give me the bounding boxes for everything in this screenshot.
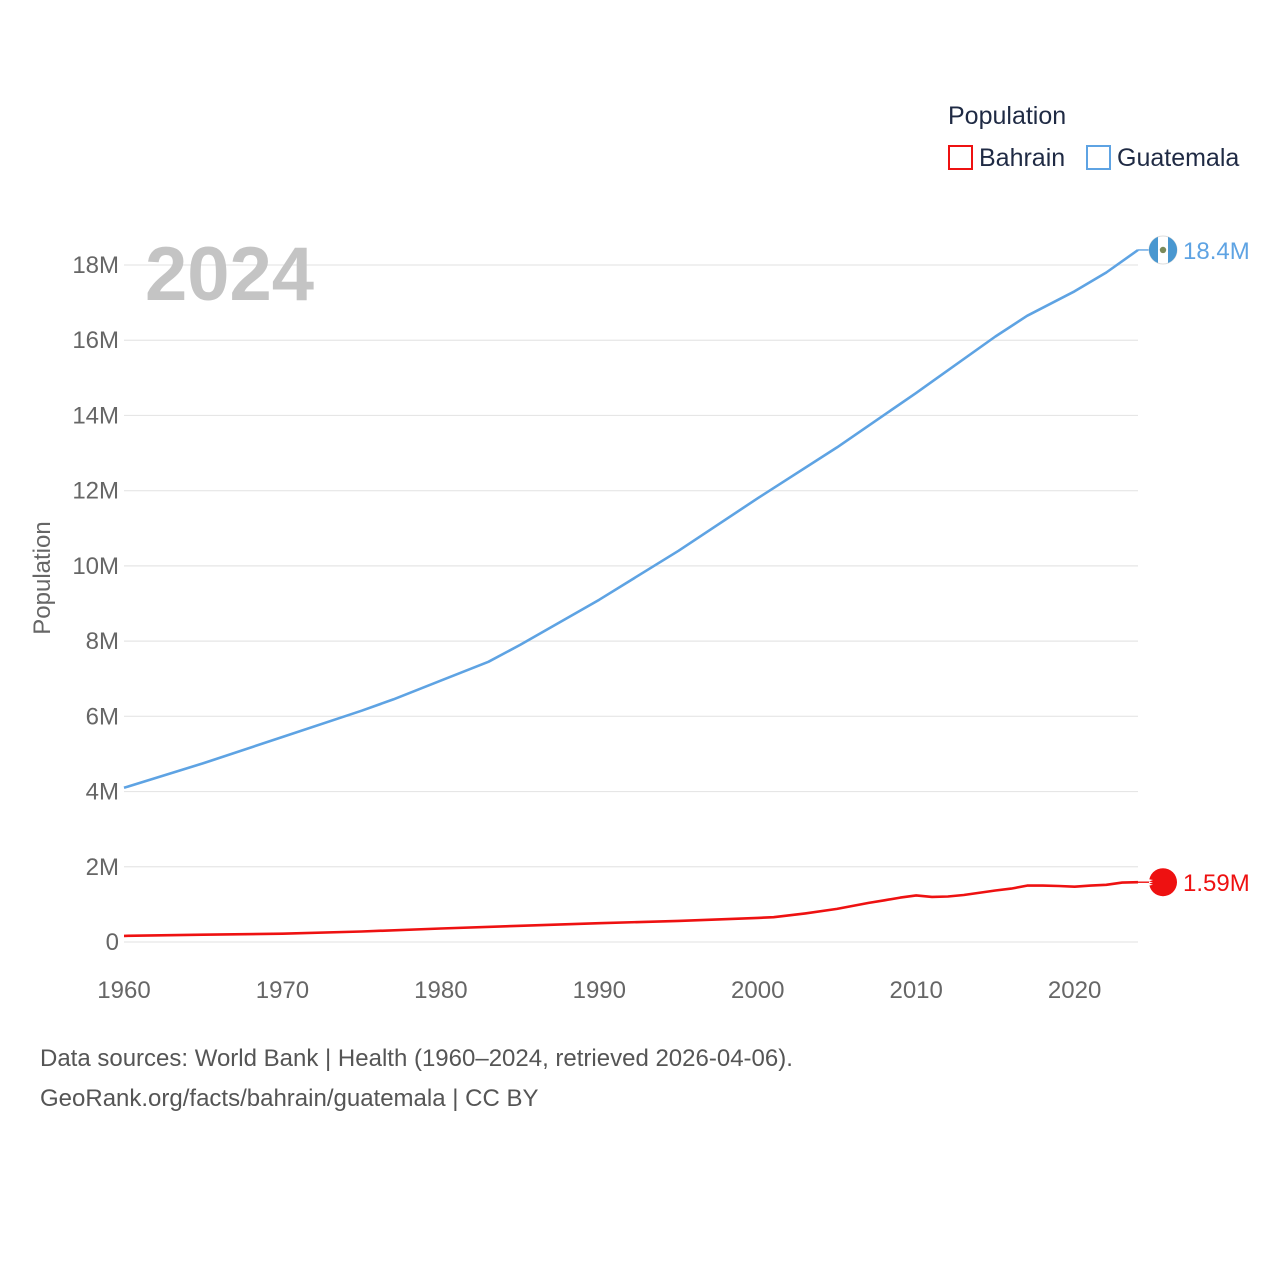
x-tick-label: 1990 [573,977,626,1004]
legend-swatch-bahrain [948,145,973,170]
x-tick-label: 1960 [97,977,150,1004]
series-lines [123,248,1139,938]
end-label-guatemala: 18.4M [1183,238,1250,265]
legend-item-guatemala[interactable]: Guatemala [1086,144,1239,172]
y-tick-label: 10M [72,553,119,580]
y-tick-label: 16M [72,327,119,354]
series-line-guatemala[interactable] [123,248,1139,790]
flag-bahrain-icon [1149,868,1177,897]
legend-title: Population [948,102,1066,130]
y-tick-label: 2M [86,854,119,881]
y-tick-label: 8M [86,628,119,655]
y-tick-label: 14M [72,402,119,429]
x-tick-label: 1980 [414,977,467,1004]
y-axis-ticks: 0 2M 4M 6M 8M 10M 12M 14M 16M 18M [72,252,119,956]
x-axis-ticks: 1960 1970 1980 1990 2000 2010 2020 [97,977,1101,1004]
legend-item-bahrain[interactable]: Bahrain [948,144,1065,172]
y-axis-title: Population [29,521,56,634]
y-tick-label: 12M [72,478,119,505]
y-tick-label: 18M [72,252,119,279]
flag-guatemala-icon [1148,235,1178,265]
year-label: 2024 [145,232,314,317]
legend-label-bahrain: Bahrain [979,144,1065,172]
end-label-bahrain: 1.59M [1183,870,1250,897]
series-line-bahrain[interactable] [123,880,1139,938]
gridlines [124,264,1138,943]
y-tick-label: 0 [106,929,119,956]
series-end-markers: 18.4M 1.59M [1138,235,1250,897]
y-tick-label: 4M [86,779,119,806]
x-tick-label: 2010 [889,977,942,1004]
footer-attribution: GeoRank.org/facts/bahrain/guatemala | CC… [40,1085,539,1112]
legend-label-guatemala: Guatemala [1117,144,1239,172]
y-tick-label: 6M [86,703,119,730]
legend-swatch-guatemala [1086,145,1111,170]
legend[interactable]: Population Bahrain Guatemala [948,102,1239,172]
x-tick-label: 1970 [256,977,309,1004]
x-tick-label: 2000 [731,977,784,1004]
x-tick-label: 2020 [1048,977,1101,1004]
footer-data-sources: Data sources: World Bank | Health (1960–… [40,1045,793,1072]
